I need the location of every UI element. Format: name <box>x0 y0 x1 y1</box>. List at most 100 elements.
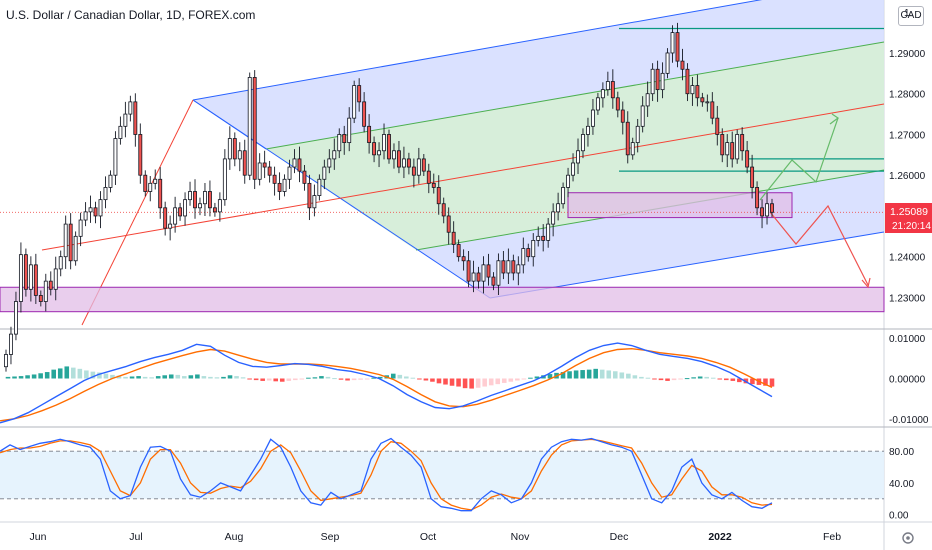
candle-body <box>352 85 357 119</box>
macd-histogram-bar <box>116 375 122 379</box>
macd-tick-label: -0.01000 <box>889 415 929 426</box>
stoch-k-line <box>0 437 773 512</box>
candle-body <box>322 166 327 180</box>
candle-body <box>168 223 173 229</box>
macd-histogram-bar <box>482 378 487 387</box>
candle-body <box>342 134 347 144</box>
candle-body <box>456 244 461 258</box>
candle-body <box>173 207 178 225</box>
candle-body <box>357 85 362 103</box>
macd-histogram-bar <box>436 378 442 384</box>
candle-body <box>302 170 307 184</box>
macd-histogram-bar <box>501 378 507 383</box>
macd-histogram-bar <box>737 378 742 383</box>
macd-histogram-bar <box>338 378 344 380</box>
currency-button[interactable]: CAD <box>898 6 924 26</box>
candle-body <box>506 260 511 274</box>
candle-body <box>203 191 207 205</box>
candle-body <box>148 182 153 192</box>
candle-body <box>680 60 685 70</box>
candle-body <box>770 203 774 213</box>
macd-histogram-bar <box>306 377 311 379</box>
macd-histogram-bar <box>103 373 109 379</box>
candle-body <box>73 235 78 262</box>
stoch-tick-label: 80.00 <box>889 447 914 458</box>
macd-histogram-bar <box>64 366 70 379</box>
price-drawings <box>0 0 885 326</box>
time-tick-label: Oct <box>420 531 436 543</box>
time-tick-label: Aug <box>225 531 244 543</box>
candle-body <box>446 215 451 233</box>
macd-histogram-bar <box>162 375 168 379</box>
macd-histogram-bar <box>612 371 618 379</box>
price-tick-label: 1.29000 <box>889 49 926 60</box>
candle-body <box>760 207 764 217</box>
macd-histogram-bar <box>430 378 435 382</box>
macd-histogram-bar <box>84 370 89 379</box>
candle-body <box>481 264 486 282</box>
macd-histogram-bar <box>123 376 128 379</box>
candle-body <box>406 158 411 168</box>
macd-histogram-bar <box>404 376 409 379</box>
candle-body <box>68 223 73 262</box>
candle-body <box>466 260 471 282</box>
support-zone <box>0 286 885 313</box>
candle-body <box>655 68 660 91</box>
candle-body <box>252 77 257 180</box>
macd-histogram-bar <box>462 378 468 389</box>
candle-body <box>526 248 531 258</box>
candle-body <box>292 158 297 168</box>
macd-histogram-bar <box>645 377 651 379</box>
inner-channel-fill <box>266 42 884 250</box>
candle-body <box>625 121 630 156</box>
candle-body <box>282 178 287 192</box>
macd-histogram-bar <box>345 378 350 381</box>
candle-body <box>103 187 108 201</box>
candle-body <box>198 203 202 209</box>
candle-body <box>730 142 735 160</box>
chart-title: U.S. Dollar / Canadian Dollar, 1D, FOREX… <box>6 8 256 22</box>
macd-histogram-bar <box>691 377 696 379</box>
candle-body <box>501 260 506 274</box>
candle-body <box>511 260 516 274</box>
macd-histogram-bar <box>488 378 494 386</box>
settings-gear-icon[interactable] <box>902 532 914 544</box>
candle-body <box>531 239 536 258</box>
stoch-tick-label: 0.00 <box>889 511 909 522</box>
macd-histogram-bar <box>410 377 416 379</box>
macd-histogram-bar <box>71 367 76 379</box>
macd-histogram-bar <box>5 376 11 379</box>
candle-body <box>710 101 715 119</box>
macd-histogram-bar <box>665 378 670 381</box>
candle-body <box>471 272 476 282</box>
candle-body <box>725 142 730 156</box>
candle-body <box>586 125 590 135</box>
macd-histogram-bar <box>51 369 56 379</box>
candle-body <box>317 178 322 196</box>
candle-body <box>362 101 367 127</box>
candle-body <box>227 138 232 160</box>
macd-histogram-bar <box>266 378 272 381</box>
candle-body <box>108 174 113 188</box>
macd-histogram-bar <box>38 373 43 379</box>
macd-histogram-bar <box>110 374 115 379</box>
candle-body <box>23 254 28 290</box>
macd-histogram-bar <box>155 376 161 379</box>
macd-histogram-bar <box>319 376 324 379</box>
candle-body <box>193 191 197 209</box>
candle-body <box>590 109 595 127</box>
macd-histogram-bar <box>149 377 154 379</box>
candle-body <box>640 105 645 127</box>
candle-body <box>436 187 441 205</box>
macd-histogram-bar <box>299 378 305 380</box>
candle-body <box>665 52 670 74</box>
macd-signal-line <box>0 347 773 422</box>
candle-body <box>441 203 446 217</box>
candle-body <box>620 109 625 123</box>
macd-histogram-bar <box>730 378 736 381</box>
candle-body <box>332 150 337 160</box>
candle-body <box>153 178 158 184</box>
candle-body <box>307 182 312 209</box>
candle-body <box>48 280 53 290</box>
